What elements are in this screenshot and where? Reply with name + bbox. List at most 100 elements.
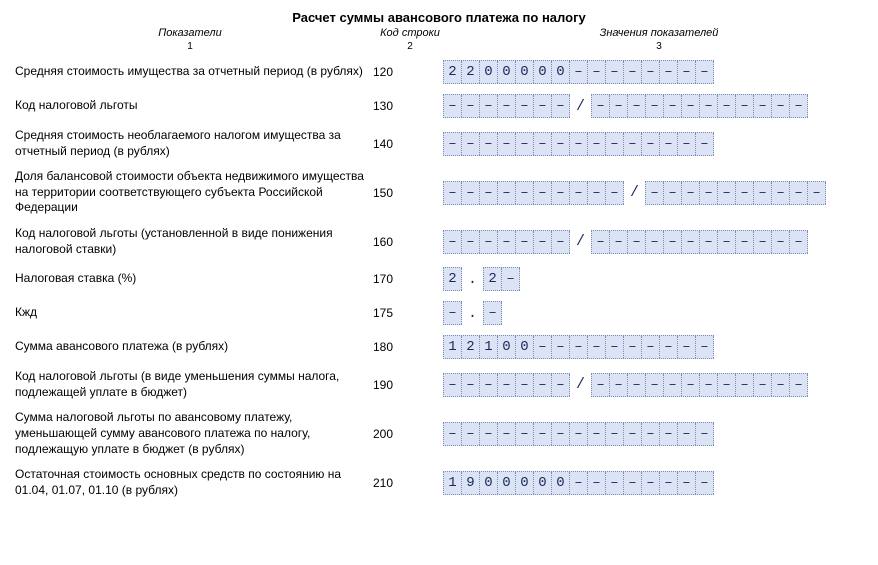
input-cell[interactable]: – xyxy=(516,133,534,155)
input-cell[interactable]: – xyxy=(660,61,678,83)
input-cell[interactable]: 0 xyxy=(498,472,516,494)
input-cell[interactable]: – xyxy=(588,133,606,155)
input-cell[interactable]: – xyxy=(682,182,700,204)
input-cell[interactable]: – xyxy=(588,61,606,83)
input-cell[interactable]: – xyxy=(498,374,516,396)
input-cell[interactable]: – xyxy=(444,133,462,155)
input-cell[interactable]: – xyxy=(664,231,682,253)
input-cell[interactable]: – xyxy=(682,95,700,117)
input-cell[interactable]: – xyxy=(790,374,808,396)
input-cell[interactable]: – xyxy=(624,133,642,155)
input-cell[interactable]: – xyxy=(646,374,664,396)
input-cell[interactable]: – xyxy=(592,374,610,396)
input-cell[interactable]: – xyxy=(696,61,714,83)
input-cell[interactable]: – xyxy=(606,61,624,83)
input-cell[interactable]: – xyxy=(570,336,588,358)
input-cell[interactable]: – xyxy=(790,231,808,253)
input-cell[interactable]: – xyxy=(516,95,534,117)
input-cell[interactable]: – xyxy=(606,133,624,155)
input-cell[interactable]: – xyxy=(502,268,520,290)
input-cell[interactable]: – xyxy=(462,423,480,445)
input-cell[interactable]: 2 xyxy=(462,336,480,358)
input-cell[interactable]: – xyxy=(718,95,736,117)
cell-group[interactable]: 2 xyxy=(443,267,462,291)
input-cell[interactable]: – xyxy=(790,95,808,117)
input-cell[interactable]: 0 xyxy=(498,336,516,358)
input-cell[interactable]: – xyxy=(736,182,754,204)
input-cell[interactable]: – xyxy=(736,95,754,117)
cell-group[interactable]: ––––––––––––––– xyxy=(443,132,714,156)
input-cell[interactable]: – xyxy=(736,374,754,396)
input-cell[interactable]: – xyxy=(736,231,754,253)
input-cell[interactable]: – xyxy=(772,231,790,253)
input-cell[interactable]: – xyxy=(534,95,552,117)
input-cell[interactable]: – xyxy=(754,182,772,204)
input-cell[interactable]: – xyxy=(700,231,718,253)
input-cell[interactable]: – xyxy=(660,472,678,494)
input-cell[interactable]: – xyxy=(808,182,826,204)
cell-group[interactable]: ––––––– xyxy=(443,230,570,254)
cell-group[interactable]: –––––––––––– xyxy=(591,230,808,254)
input-cell[interactable]: – xyxy=(610,231,628,253)
input-cell[interactable]: – xyxy=(696,133,714,155)
cell-group[interactable]: ––––––– xyxy=(443,94,570,118)
input-cell[interactable]: – xyxy=(588,182,606,204)
input-cell[interactable]: – xyxy=(628,95,646,117)
input-cell[interactable]: – xyxy=(570,61,588,83)
input-cell[interactable]: – xyxy=(480,182,498,204)
input-cell[interactable]: – xyxy=(624,423,642,445)
input-cell[interactable]: 0 xyxy=(534,472,552,494)
cell-group[interactable]: ––––––– xyxy=(443,373,570,397)
input-cell[interactable]: 0 xyxy=(480,61,498,83)
input-cell[interactable]: – xyxy=(462,95,480,117)
input-cell[interactable]: – xyxy=(462,133,480,155)
input-cell[interactable]: – xyxy=(754,95,772,117)
input-cell[interactable]: – xyxy=(718,231,736,253)
input-cell[interactable]: – xyxy=(642,61,660,83)
input-cell[interactable]: – xyxy=(444,374,462,396)
input-cell[interactable]: 0 xyxy=(516,472,534,494)
input-cell[interactable]: – xyxy=(646,231,664,253)
input-cell[interactable]: – xyxy=(624,336,642,358)
input-cell[interactable]: – xyxy=(718,182,736,204)
input-cell[interactable]: – xyxy=(700,95,718,117)
input-cell[interactable]: – xyxy=(642,133,660,155)
cell-group[interactable]: –––––––––––– xyxy=(591,94,808,118)
input-cell[interactable]: 2 xyxy=(444,61,462,83)
input-cell[interactable]: – xyxy=(552,374,570,396)
input-cell[interactable]: – xyxy=(772,182,790,204)
input-cell[interactable]: 9 xyxy=(462,472,480,494)
input-cell[interactable]: – xyxy=(610,374,628,396)
input-cell[interactable]: 0 xyxy=(498,61,516,83)
cell-group[interactable]: –––––––––––– xyxy=(591,373,808,397)
input-cell[interactable]: – xyxy=(592,95,610,117)
input-cell[interactable]: – xyxy=(498,95,516,117)
input-cell[interactable]: 0 xyxy=(552,61,570,83)
input-cell[interactable]: – xyxy=(444,302,462,324)
cell-group[interactable]: –––––––––– xyxy=(645,181,826,205)
input-cell[interactable]: – xyxy=(534,182,552,204)
input-cell[interactable]: – xyxy=(646,95,664,117)
input-cell[interactable]: – xyxy=(682,374,700,396)
input-cell[interactable]: 1 xyxy=(444,472,462,494)
input-cell[interactable]: – xyxy=(678,133,696,155)
cell-group[interactable]: 2200000–––––––– xyxy=(443,60,714,84)
input-cell[interactable]: – xyxy=(534,336,552,358)
input-cell[interactable]: – xyxy=(754,374,772,396)
cell-group[interactable]: 1900000–––––––– xyxy=(443,471,714,495)
input-cell[interactable]: 0 xyxy=(516,61,534,83)
input-cell[interactable]: – xyxy=(444,182,462,204)
cell-group[interactable]: 2– xyxy=(483,267,520,291)
input-cell[interactable]: – xyxy=(772,95,790,117)
input-cell[interactable]: – xyxy=(664,374,682,396)
input-cell[interactable]: – xyxy=(498,133,516,155)
input-cell[interactable]: – xyxy=(642,472,660,494)
input-cell[interactable]: – xyxy=(678,336,696,358)
input-cell[interactable]: – xyxy=(444,95,462,117)
input-cell[interactable]: – xyxy=(642,336,660,358)
cell-group[interactable]: – xyxy=(483,301,502,325)
input-cell[interactable]: – xyxy=(552,423,570,445)
input-cell[interactable]: – xyxy=(498,182,516,204)
input-cell[interactable]: – xyxy=(642,423,660,445)
input-cell[interactable]: – xyxy=(588,336,606,358)
